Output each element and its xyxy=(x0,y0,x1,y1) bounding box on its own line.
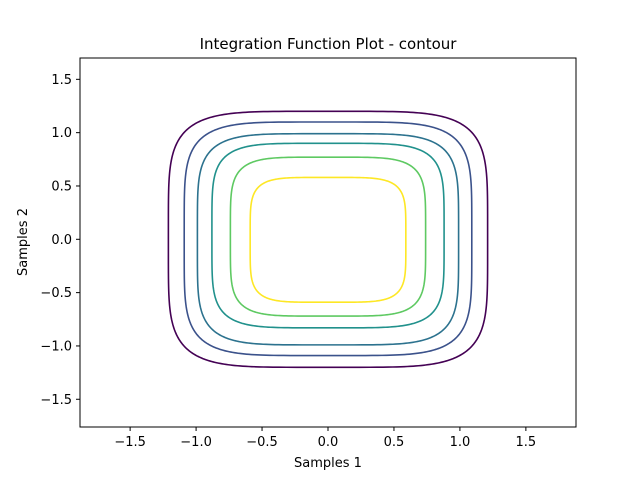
chart-title: Integration Function Plot - contour xyxy=(200,35,458,53)
x-tick-label: −1.0 xyxy=(180,435,212,450)
x-tick-label: 0.5 xyxy=(384,435,405,450)
x-tick-label: −0.5 xyxy=(246,435,278,450)
plot-frame xyxy=(79,57,577,428)
x-tick-label: 0.0 xyxy=(318,435,339,450)
y-tick-label: 1.5 xyxy=(51,73,72,88)
x-axis-ticks: −1.5 −1.0 −0.5 0.0 0.5 1.0 1.5 xyxy=(114,427,536,450)
y-tick-label: 0.5 xyxy=(51,179,72,194)
contour-level-3 xyxy=(196,132,460,346)
y-tick-label: 0.0 xyxy=(51,233,72,248)
x-tick-label: 1.5 xyxy=(516,435,537,450)
contour-level-5 xyxy=(229,156,427,317)
contour-level-6 xyxy=(249,176,407,304)
y-tick-label: −0.5 xyxy=(40,286,72,301)
x-axis-label: Samples 1 xyxy=(294,456,362,471)
x-tick-label: 1.0 xyxy=(450,435,471,450)
y-axis-ticks: −1.5 −1.0 −0.5 0.0 0.5 1.0 1.5 xyxy=(40,73,80,408)
y-tick-label: −1.0 xyxy=(40,339,72,354)
y-axis-label: Samples 2 xyxy=(16,208,31,276)
y-tick-label: 1.0 xyxy=(51,126,72,141)
x-tick-label: −1.5 xyxy=(114,435,146,450)
contour-level-2 xyxy=(183,121,473,357)
contour-lines xyxy=(167,110,489,369)
contour-level-1 xyxy=(167,110,489,369)
y-tick-label: −1.5 xyxy=(40,393,72,408)
contour-level-4 xyxy=(211,142,445,329)
